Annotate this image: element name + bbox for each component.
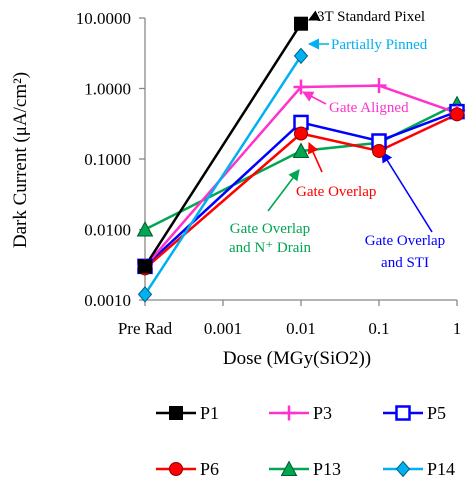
legend-label: P3 [313,403,332,423]
data-point [293,47,309,65]
legend-entry-P6: P6 [156,459,219,479]
legend-entry-P3: P3 [269,403,332,423]
legend-label: P1 [200,403,219,423]
annotation-label: Gate Overlap [365,233,445,249]
series-markers [136,16,466,303]
annotation-label: Partially Pinned [331,37,428,53]
annotations: 3T Standard Pixel Partially Pinned Gate Al… [229,9,445,271]
data-point [281,405,297,421]
y-tick-labels: 10.0000 1.0000 0.1000 0.0100 0.0010 [76,9,145,310]
data-point [280,460,298,476]
data-point [138,259,152,274]
annotation-arrow [307,10,321,21]
x-tick-label: Pre Rad [118,319,173,338]
annotation-arrows [267,10,433,233]
legend-entry-P1: P1 [156,403,219,423]
data-point [293,79,309,95]
data-point [450,107,464,122]
series-line-P13 [144,103,458,231]
annotation-arrow [381,151,433,233]
legend: P1 P3 P5 P6 P13 P14 [156,403,455,479]
series-line-P5 [144,110,458,268]
annotation-arrow [302,91,327,105]
data-point [169,462,183,476]
data-point [294,16,308,31]
x-tick-label: 0.001 [204,319,242,338]
data-point [292,142,310,158]
x-tick-label: 0.01 [286,319,316,338]
legend-label: P13 [313,459,341,479]
legend-entry-P5: P5 [383,403,446,423]
y-tick-label: 0.0100 [84,221,131,240]
series-line-P1 [143,23,303,268]
annotation-label: 3T Standard Pixel [317,9,425,25]
x-tick-labels: Pre Rad 0.001 0.01 0.1 1 [118,300,461,338]
data-point [137,286,153,303]
y-tick-label: 0.0010 [84,291,131,310]
annotation-arrow [267,169,300,212]
series-line-P14 [143,55,303,296]
annotation-label-line2: and STI [381,255,429,271]
data-point [136,220,154,237]
y-tick-label: 1.0000 [84,80,131,99]
x-tick-label: 0.1 [368,319,389,338]
annotation-label: Gate Overlap [230,221,310,237]
legend-label: P14 [427,459,455,479]
series-lines [143,23,458,296]
data-point [395,460,411,478]
legend-entry-P14: P14 [383,459,455,479]
y-tick-label: 0.1000 [84,150,131,169]
legend-label: P5 [427,403,446,423]
legend-label: P6 [200,459,219,479]
annotation-label-line2: and N⁺ Drain [229,240,312,256]
annotation-arrow [308,141,323,173]
data-point [395,405,411,421]
data-point [294,126,308,141]
legend-entry-P13: P13 [269,459,341,479]
data-point [169,406,183,420]
y-tick-label: 10.0000 [76,9,131,28]
x-tick-label: 1 [453,319,462,338]
y-axis-title: Dark Current (μA/cm²) [10,72,31,248]
series-line-P6 [144,113,458,270]
data-point [371,78,387,94]
data-point [372,143,386,158]
annotation-label: Gate Aligned [329,100,409,116]
x-axis-title: Dose (MGy(SiO2)) [223,348,371,369]
annotation-label: Gate Overlap [296,184,376,200]
